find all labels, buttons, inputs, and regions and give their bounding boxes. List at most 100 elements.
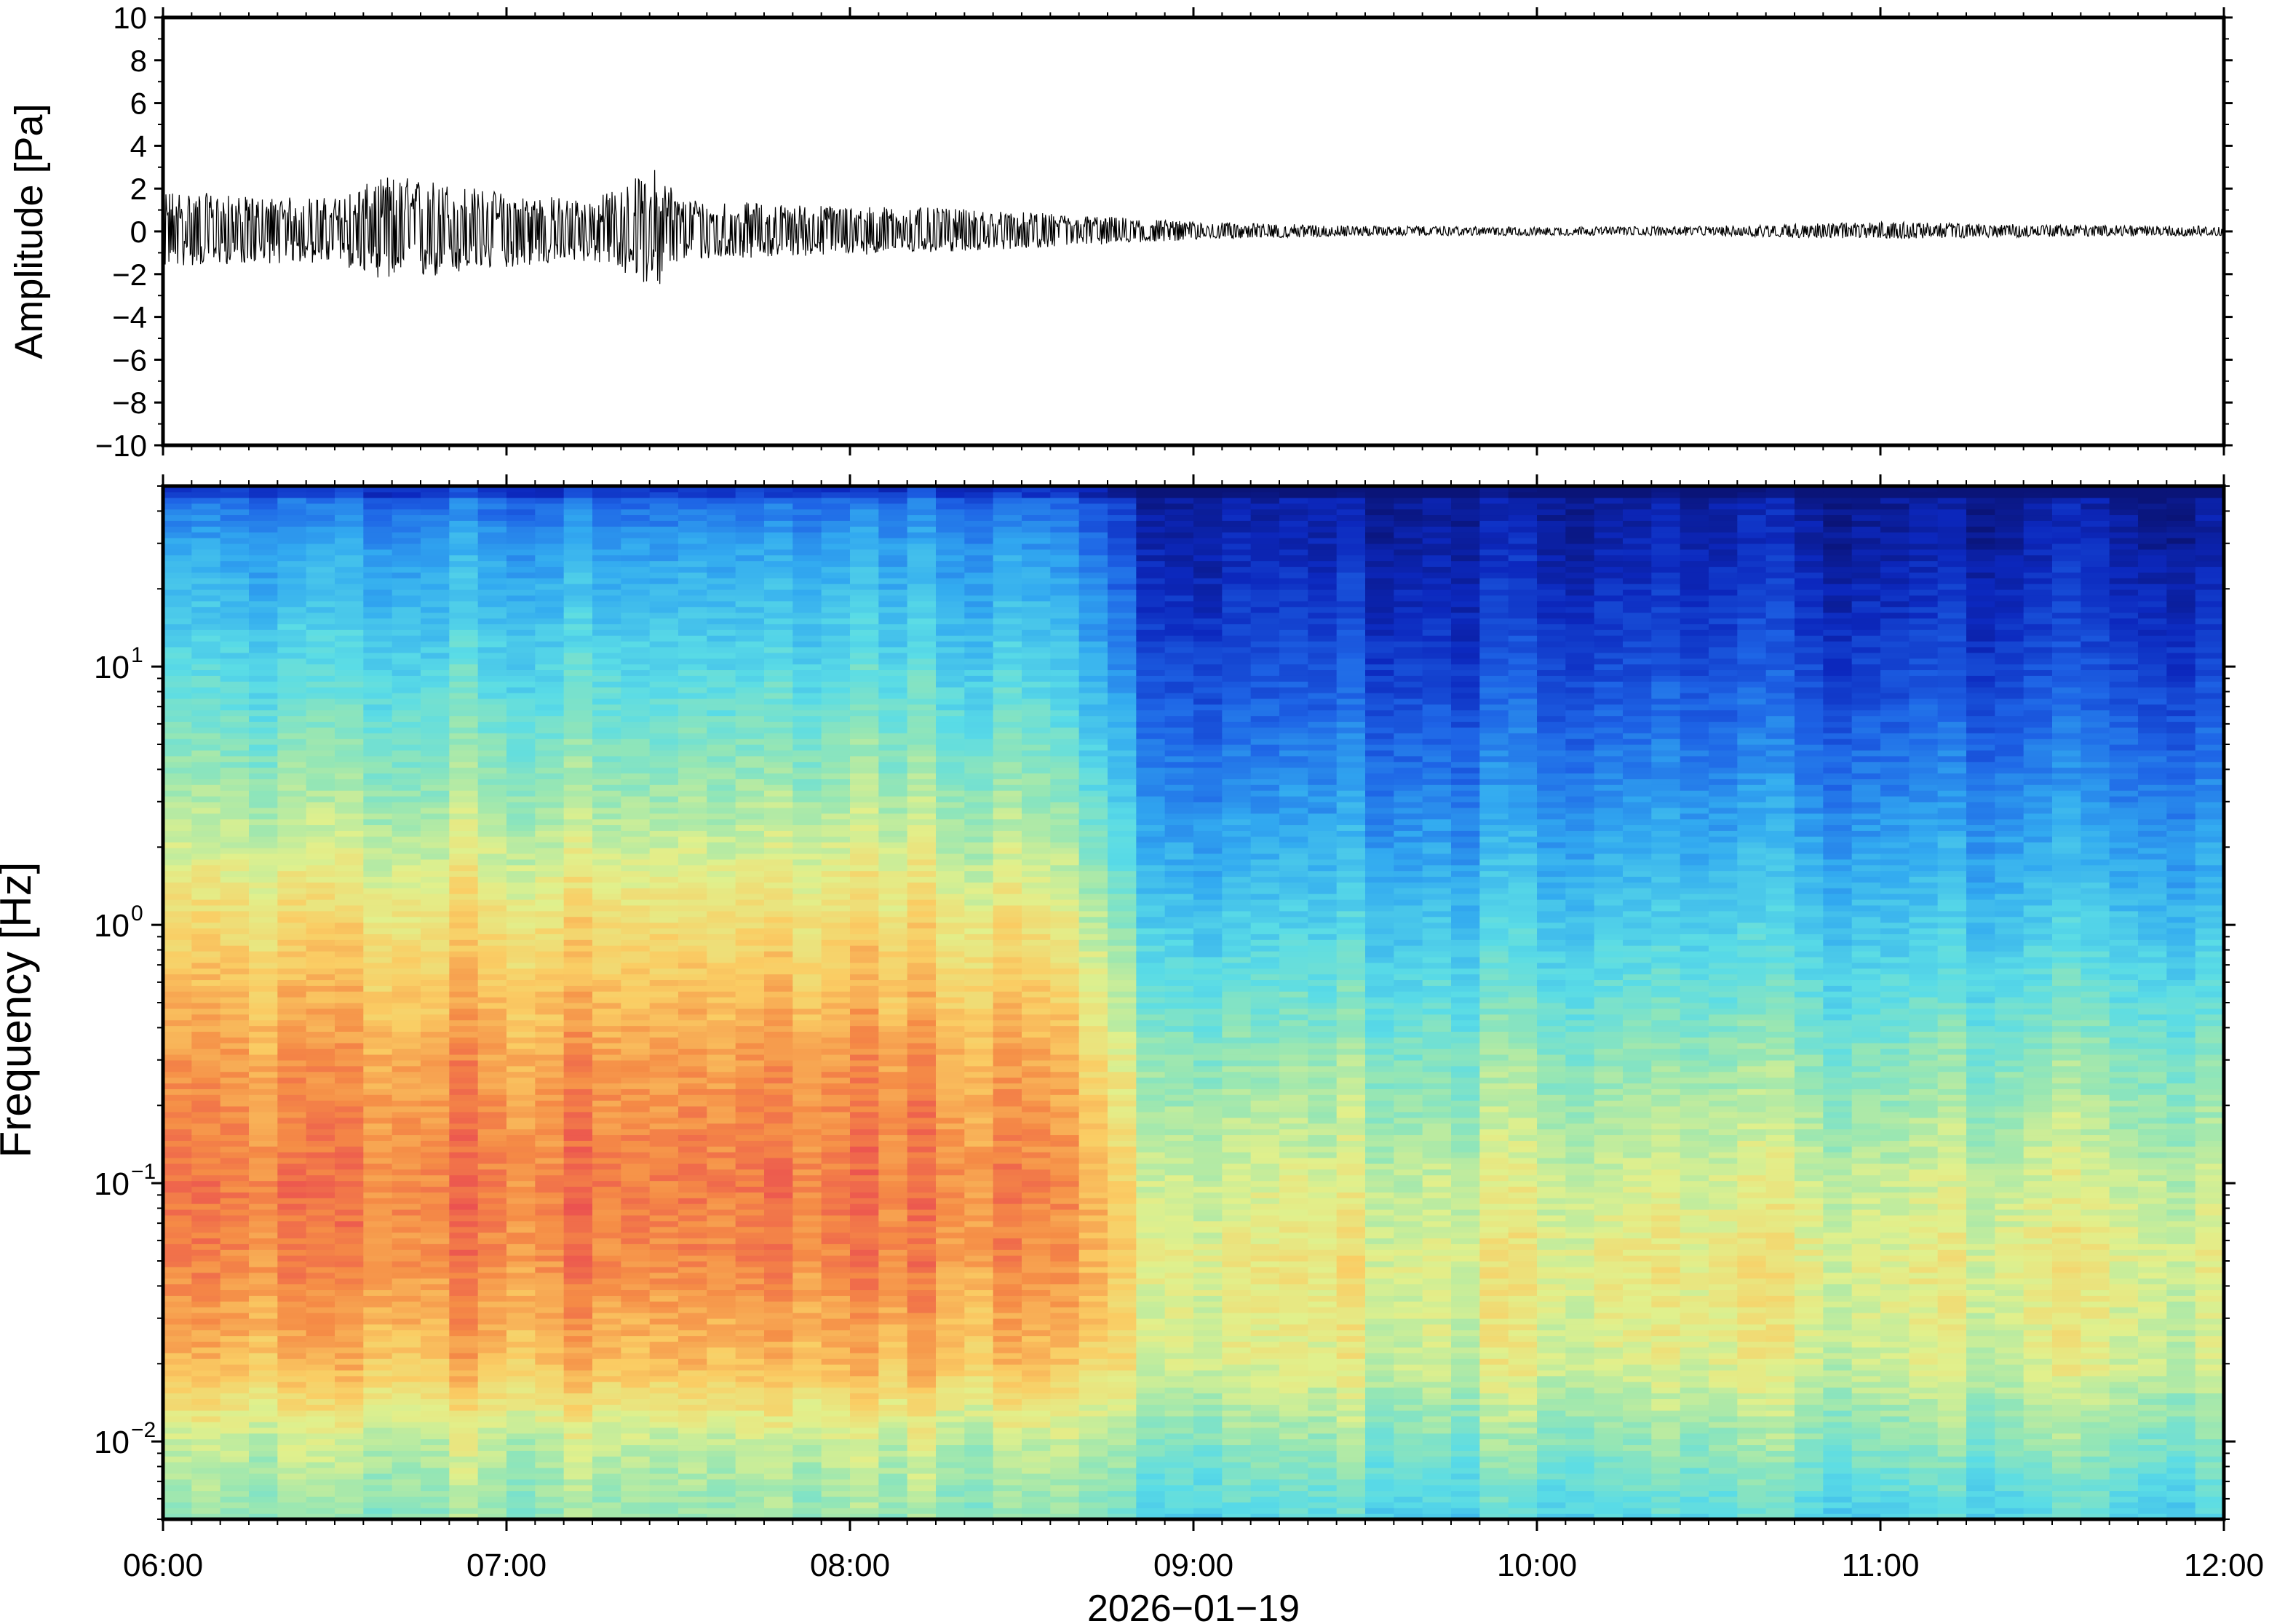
spectrogram-cell xyxy=(449,836,479,843)
spectrogram-cell xyxy=(563,1014,593,1021)
spectrogram-cell xyxy=(277,658,307,665)
spectrogram-cell xyxy=(421,1478,450,1486)
spectrogram-cell xyxy=(907,1186,937,1193)
spectrogram-cell xyxy=(649,641,679,648)
spectrogram-cell xyxy=(707,1398,736,1405)
spectrogram-cell xyxy=(506,1421,536,1428)
spectrogram-cell xyxy=(764,1369,793,1377)
spectrogram-cell xyxy=(878,888,908,894)
spectrogram-cell xyxy=(764,796,793,803)
spectrogram-cell xyxy=(850,509,879,516)
spectrogram-cell xyxy=(792,1410,822,1417)
spectrogram-cell xyxy=(678,1421,707,1428)
spectrogram-cell xyxy=(907,1077,937,1084)
spectrogram-cell xyxy=(764,1255,793,1262)
spectrogram-cell xyxy=(477,1129,507,1136)
spectrogram-cell xyxy=(850,819,879,826)
spectrogram-cell xyxy=(392,578,421,584)
spectrogram-cell xyxy=(535,1335,565,1342)
spectrogram-cell xyxy=(707,509,736,516)
spectrogram-cell xyxy=(449,1174,479,1182)
spectrogram-cell xyxy=(220,761,250,768)
spectrogram-cell xyxy=(563,1283,593,1291)
spectrogram-cell xyxy=(220,560,250,568)
spectrogram-cell xyxy=(306,526,335,533)
spectrogram-cell xyxy=(506,486,536,493)
spectrogram-cell xyxy=(678,693,707,699)
spectrogram-cell xyxy=(277,1393,307,1399)
spectrogram-cell xyxy=(306,1272,335,1279)
spectrogram-cell xyxy=(392,1037,421,1043)
spectrogram-cell xyxy=(363,1255,393,1262)
spectrogram-cell xyxy=(392,870,421,877)
spectrogram-cell xyxy=(678,836,707,843)
spectrogram-cell xyxy=(735,1123,765,1130)
spectrogram-cell xyxy=(421,1111,450,1118)
spectrogram-cell xyxy=(764,1496,793,1502)
spectrogram-cell xyxy=(163,1019,192,1027)
spectrogram-cell xyxy=(163,1318,192,1325)
spectrogram-cell xyxy=(249,681,278,688)
spectrogram-cell xyxy=(707,669,736,676)
spectrogram-cell xyxy=(592,664,621,671)
spectrogram-cell xyxy=(850,1513,879,1520)
spectrogram-cell xyxy=(477,641,507,648)
spectrogram-cell xyxy=(649,1192,679,1198)
spectrogram-cell xyxy=(735,578,765,584)
spectrogram-cell xyxy=(649,589,679,596)
spectrogram-cell xyxy=(163,819,192,826)
spectrogram-cell xyxy=(363,939,393,946)
spectrogram-cell xyxy=(792,1048,822,1055)
spectrogram-cell xyxy=(592,1358,621,1365)
spectrogram-cell xyxy=(850,1129,879,1136)
spectrogram-cell xyxy=(363,739,393,745)
spectrogram-cell xyxy=(220,1261,250,1267)
spectrogram-cell xyxy=(907,934,937,940)
spectrogram-cell xyxy=(277,1335,307,1342)
spectrogram-cell xyxy=(563,733,593,739)
spectrogram-cell xyxy=(850,1381,879,1388)
spectrogram-cell xyxy=(363,1163,393,1170)
spectrogram-cell xyxy=(277,1478,307,1486)
spectrogram-cell xyxy=(563,1220,593,1227)
spectrogram-cell xyxy=(220,956,250,963)
spectrogram-cell xyxy=(506,1106,536,1112)
spectrogram-cell xyxy=(306,1341,335,1348)
spectrogram-cell xyxy=(792,910,822,918)
spectrogram-cell xyxy=(449,744,479,751)
spectrogram-cell xyxy=(163,669,192,676)
spectrogram-cell xyxy=(735,1353,765,1359)
spectrogram-cell xyxy=(363,1031,393,1038)
spectrogram-cell xyxy=(821,1410,851,1417)
spectrogram-cell xyxy=(363,1220,393,1227)
spectrogram-cell xyxy=(649,1410,679,1417)
spectrogram-cell xyxy=(678,1468,707,1474)
spectrogram-cell xyxy=(421,1381,450,1388)
spectrogram-cell xyxy=(277,899,307,906)
spectrogram-cell xyxy=(592,1289,621,1296)
spectrogram-cell xyxy=(563,916,593,923)
spectrogram-cell xyxy=(678,1214,707,1222)
spectrogram-cell xyxy=(850,904,879,912)
spectrogram-cell xyxy=(335,842,364,848)
spectrogram-cell xyxy=(220,1353,250,1359)
spectrogram-cell xyxy=(821,864,851,872)
spectrogram-cell xyxy=(821,727,851,733)
spectrogram-cell xyxy=(335,526,364,533)
spectrogram-cell xyxy=(850,1421,879,1428)
spectrogram-cell xyxy=(449,985,479,992)
spectrogram-cell xyxy=(363,1059,393,1067)
spectrogram-cell xyxy=(477,560,507,568)
spectrogram-cell xyxy=(449,956,479,963)
spectrogram-cell xyxy=(764,1031,793,1038)
spectrogram-cell xyxy=(477,1329,507,1337)
spectrogram-cell xyxy=(421,1393,450,1399)
spectrogram-cell xyxy=(764,1192,793,1198)
spectrogram-cell xyxy=(477,1318,507,1325)
spectrogram-cell xyxy=(621,543,651,550)
spectrogram-cell xyxy=(191,503,221,510)
spectrogram-cell xyxy=(735,1255,765,1262)
spectrogram-cell xyxy=(392,956,421,963)
spectrogram-cell xyxy=(621,1369,651,1377)
spectrogram-cell xyxy=(878,739,908,745)
